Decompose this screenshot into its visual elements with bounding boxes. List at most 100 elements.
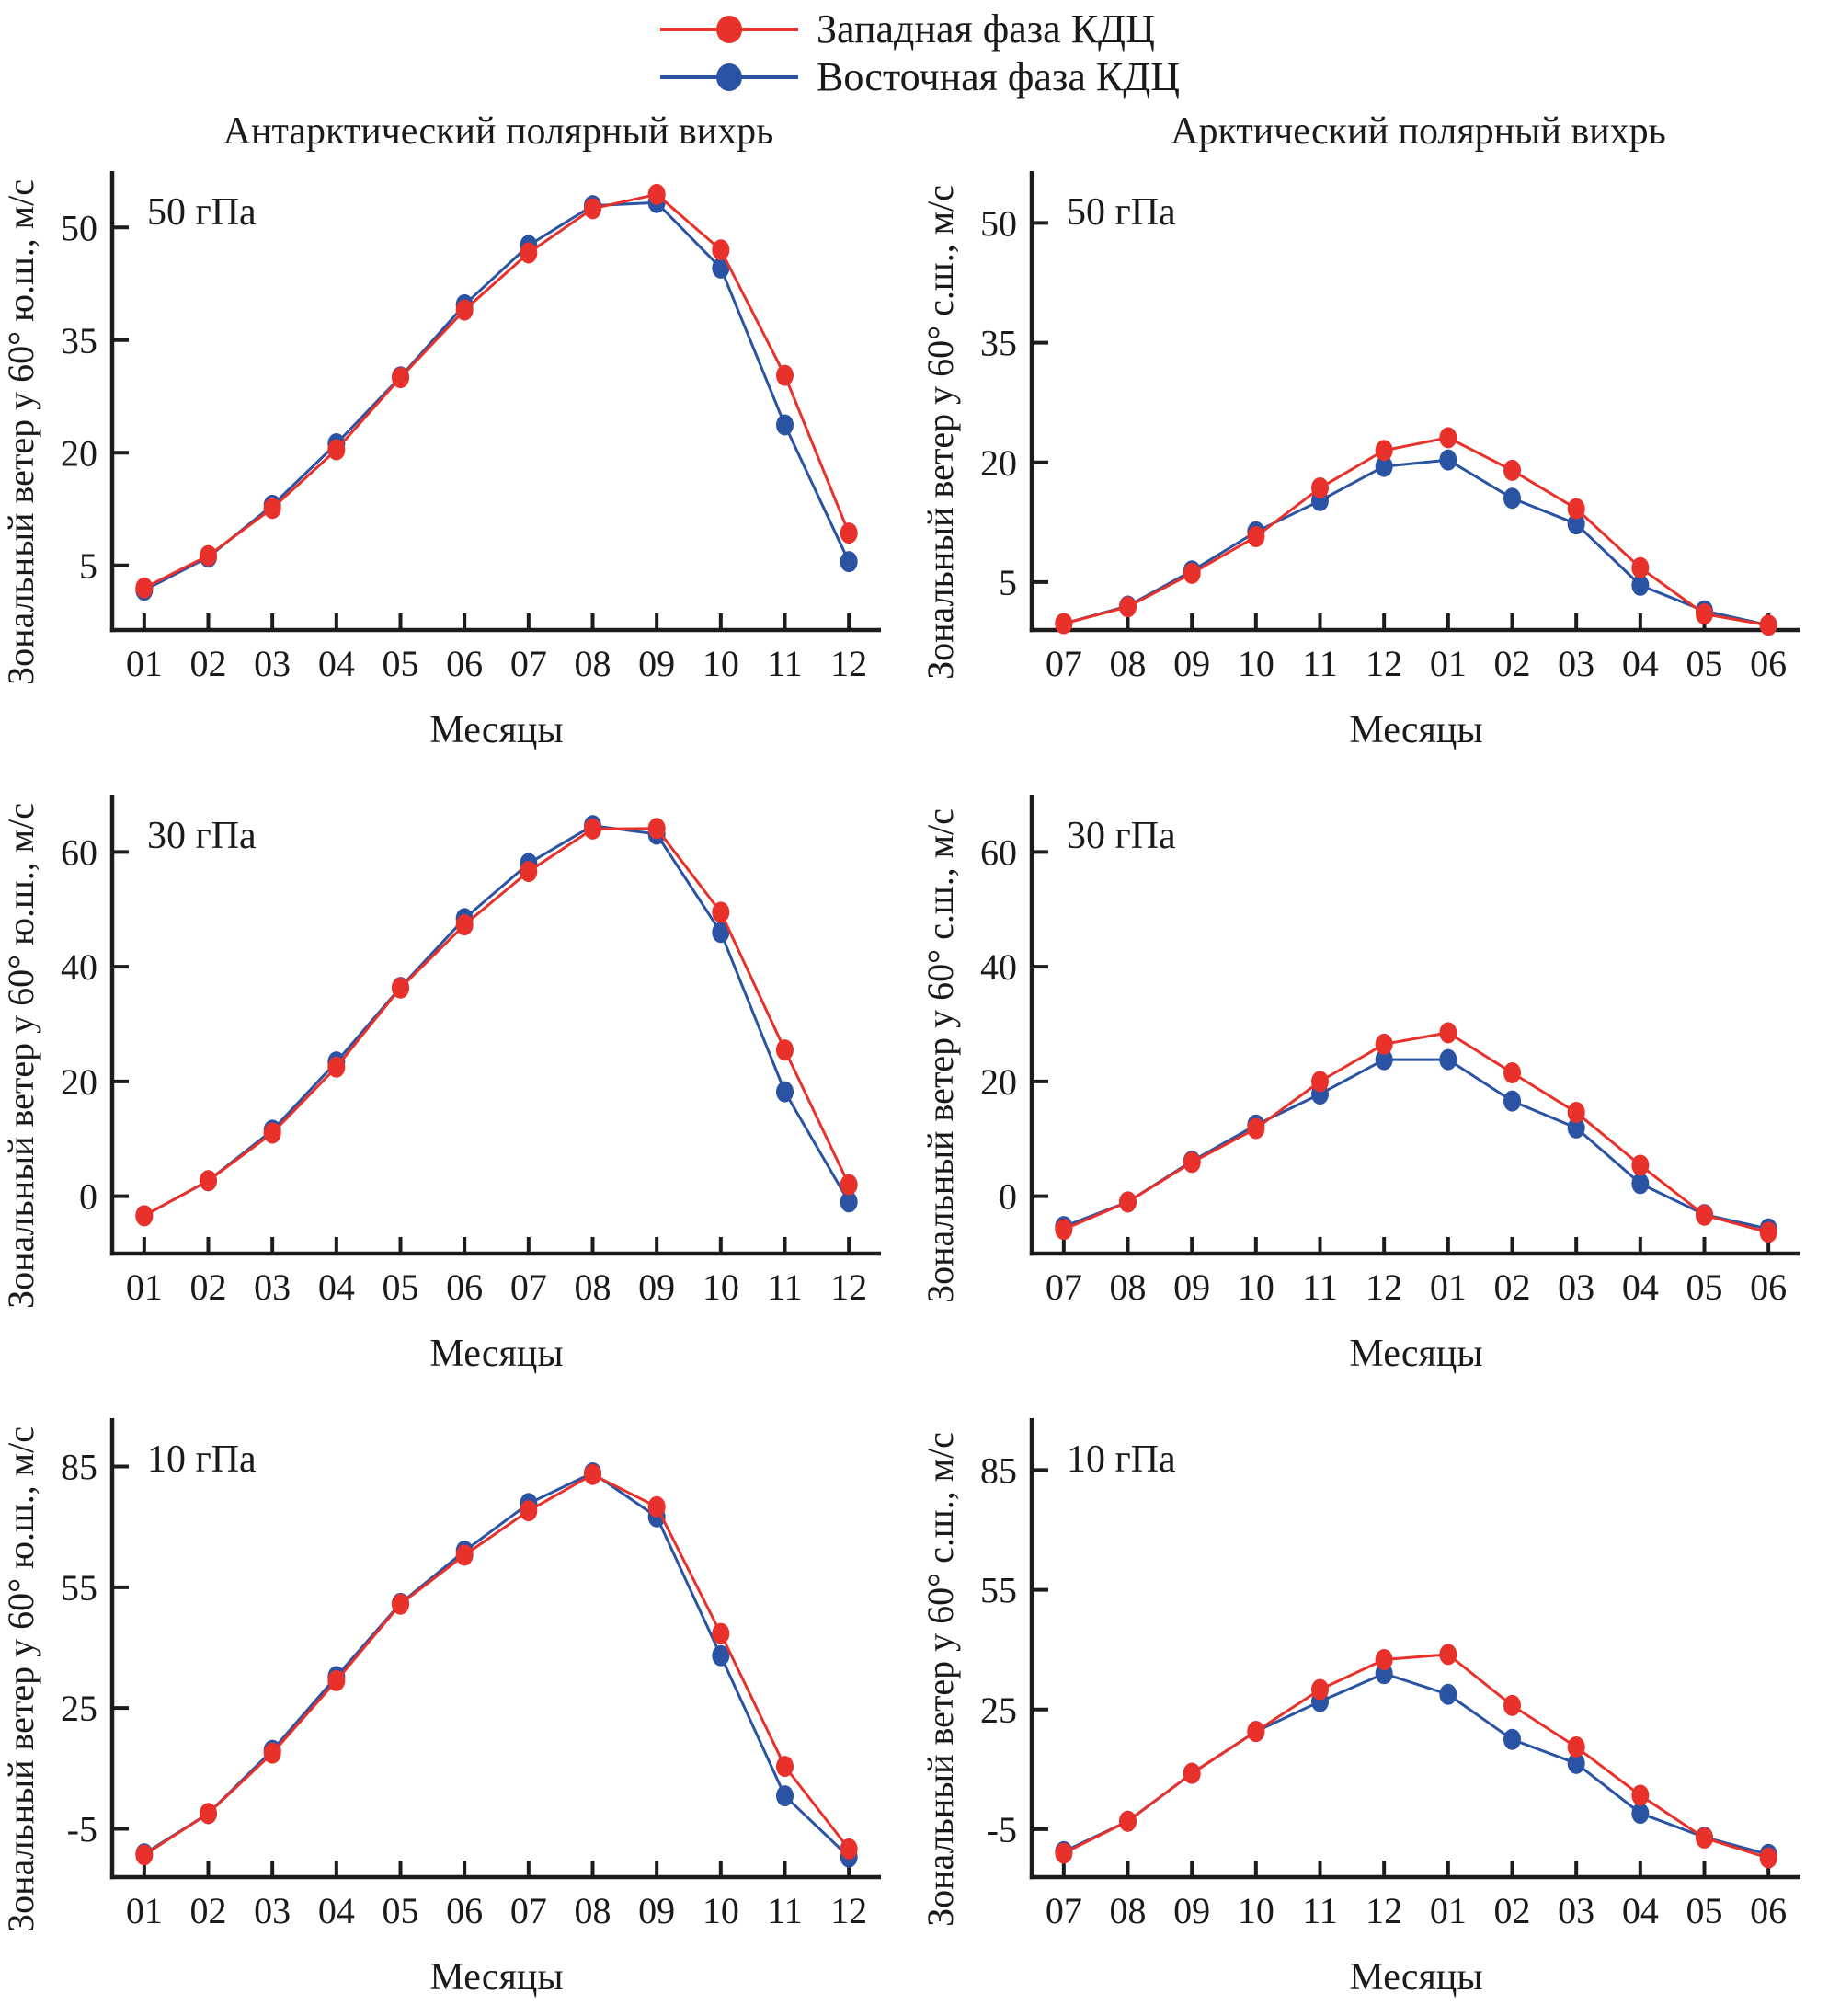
data-point-marker: [1631, 1803, 1650, 1825]
panel-pressure-label: 50 гПа: [1067, 191, 1176, 234]
y-tick-label: 60: [61, 832, 97, 874]
x-tick-label: 02: [1494, 643, 1531, 684]
y-axis-label: Зональный ветер у 60° с.ш., м/с: [920, 1432, 961, 1927]
x-tick-label: 04: [1622, 643, 1659, 684]
data-point-marker: [263, 498, 281, 520]
y-axis-label: Зональный ветер у 60° ю.ш., м/с: [0, 179, 41, 685]
x-tick-label: 09: [1173, 1266, 1210, 1308]
y-tick-label: -5: [987, 1809, 1017, 1850]
x-tick-label: 06: [1750, 1266, 1787, 1308]
data-point-marker: [776, 364, 794, 386]
data-point-marker: [647, 818, 666, 840]
data-point-marker: [263, 1742, 281, 1764]
data-point-marker: [327, 1670, 346, 1692]
data-point-marker: [1439, 1644, 1457, 1666]
y-tick-label: 35: [61, 320, 97, 361]
column-title-antarctic: Антарктический полярный вихрь: [223, 110, 774, 153]
x-tick-label: 08: [1110, 1266, 1147, 1308]
data-point-marker: [200, 1803, 217, 1825]
x-tick-label: 06: [1750, 1890, 1787, 1931]
y-tick-label: 85: [980, 1450, 1017, 1492]
data-point-marker: [135, 1844, 154, 1866]
x-tick-label: 01: [1430, 643, 1467, 684]
data-point-marker: [776, 1756, 794, 1778]
data-point-marker: [1439, 1683, 1457, 1705]
data-point-marker: [1696, 1827, 1713, 1850]
legend: Западная фаза КДЦ Восточная фаза КДЦ: [659, 6, 1180, 99]
series-line: [1063, 1653, 1769, 1860]
series-line: [143, 1472, 851, 1859]
data-point-marker: [776, 1785, 794, 1807]
panel-pressure-label: 10 гПа: [147, 1438, 257, 1481]
chart-panel-5: -5 25 55 85 07 08 09 10 11 12 01 02 03 04 05 06 10 гПа Ме…: [920, 1418, 1800, 1999]
x-tick-label: 01: [1430, 1890, 1467, 1931]
data-point-marker: [1311, 1678, 1329, 1701]
data-point-marker: [1567, 1736, 1585, 1758]
series-line: [1063, 1031, 1769, 1234]
x-tick-label: 04: [1622, 1890, 1659, 1931]
y-tick-label: 5: [999, 562, 1017, 603]
data-point-marker: [1696, 1204, 1713, 1226]
x-tick-label: 02: [190, 1266, 227, 1308]
data-point-marker: [776, 414, 794, 436]
data-point-marker: [1503, 1062, 1521, 1084]
data-point-marker: [135, 1205, 154, 1227]
chart-panel-1: 5 20 35 50 07 08 09 10 11 12 01 02 03 04 05 06 50 гПа Мес…: [920, 171, 1800, 751]
series-line: [143, 1472, 851, 1857]
x-tick-label: 07: [1046, 1890, 1082, 1931]
legend-marker-red: [659, 14, 798, 45]
data-point-marker: [1567, 1102, 1585, 1124]
data-point-marker: [1567, 1753, 1585, 1775]
legend-label-western-phase: Западная фаза КДЦ: [816, 6, 1155, 52]
y-axis-label: Зональный ветер у 60° с.ш., м/с: [920, 808, 961, 1303]
data-point-marker: [1119, 1191, 1137, 1213]
y-tick-label: 25: [980, 1690, 1017, 1731]
x-axis-label: Месяцы: [1349, 1956, 1482, 1999]
x-tick-label: 03: [1558, 643, 1594, 684]
y-tick-label: 50: [980, 203, 1017, 245]
x-tick-label: 06: [446, 1890, 483, 1931]
data-point-marker: [392, 1593, 409, 1615]
data-point-marker: [1631, 1173, 1650, 1195]
data-point-marker: [712, 1622, 730, 1644]
data-point-marker: [1439, 427, 1457, 449]
x-tick-label: 05: [1686, 1890, 1723, 1931]
data-point-marker: [712, 901, 730, 923]
x-tick-label: 02: [1494, 1266, 1531, 1308]
data-point-marker: [1119, 596, 1137, 618]
data-point-marker: [1247, 1721, 1265, 1743]
y-tick-label: 20: [61, 1061, 97, 1103]
data-point-marker: [840, 522, 858, 544]
x-tick-label: 12: [1366, 1266, 1402, 1308]
data-point-marker: [520, 861, 538, 883]
x-tick-label: 02: [190, 643, 227, 684]
x-axis-label: Месяцы: [429, 1333, 563, 1375]
data-point-marker: [1567, 1117, 1585, 1140]
legend-label-eastern-phase: Восточная фаза КДЦ: [816, 54, 1180, 99]
x-tick-label: 03: [254, 1890, 291, 1931]
x-tick-label: 02: [1494, 1890, 1531, 1931]
x-tick-label: 08: [575, 1266, 611, 1308]
x-tick-label: 03: [254, 643, 291, 684]
x-tick-label: 09: [1173, 1890, 1210, 1931]
data-point-marker: [584, 198, 601, 220]
panel-pressure-label: 50 гПа: [147, 191, 257, 234]
data-point-marker: [840, 1191, 858, 1213]
x-tick-label: 04: [1622, 1266, 1659, 1308]
data-point-marker: [1375, 1649, 1393, 1671]
data-point-marker: [1375, 1048, 1393, 1071]
x-tick-label: 07: [1046, 1266, 1082, 1308]
data-point-marker: [1439, 1048, 1457, 1071]
x-axis-label: Месяцы: [1349, 1333, 1482, 1375]
data-point-marker: [392, 977, 409, 999]
y-tick-label: 55: [61, 1567, 97, 1609]
x-tick-label: 07: [510, 643, 547, 684]
data-point-marker: [712, 258, 730, 280]
data-point-marker: [455, 1544, 474, 1566]
data-point-marker: [135, 577, 154, 599]
data-point-marker: [1759, 614, 1777, 636]
data-point-marker: [1503, 487, 1521, 510]
data-point-marker: [1759, 1847, 1777, 1869]
y-tick-label: 35: [980, 323, 1017, 364]
